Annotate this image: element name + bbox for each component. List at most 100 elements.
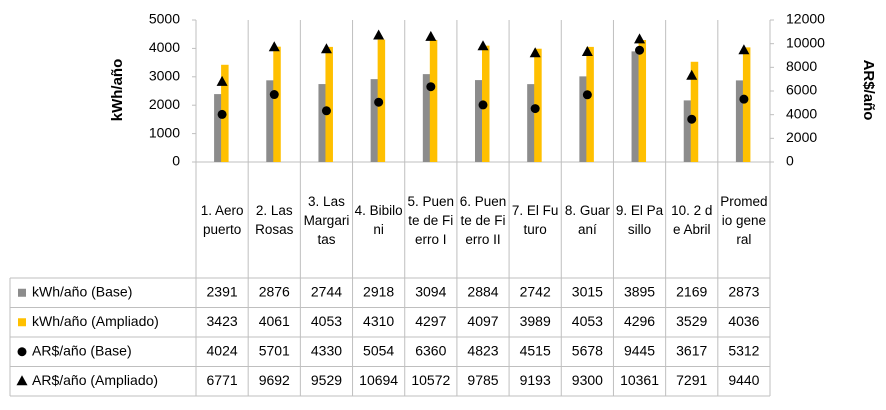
table-value: 9785 [467, 372, 498, 388]
table-value: 3094 [415, 283, 446, 299]
table-value: 9193 [520, 372, 551, 388]
table-value: 4053 [572, 313, 603, 329]
bar [422, 74, 431, 162]
y-tick-label: 0 [172, 153, 180, 169]
legend-label: AR$/año (Ampliado) [32, 372, 158, 388]
table-value: 3989 [520, 313, 551, 329]
table-value: 4036 [728, 313, 759, 329]
bar [527, 84, 535, 162]
table-value: 4061 [259, 313, 290, 329]
marker [739, 94, 749, 104]
category-label: 9. El Pasillo [615, 203, 664, 237]
table-value: 5054 [363, 342, 394, 358]
table-value: 2876 [259, 283, 290, 299]
table-value: 9692 [259, 372, 290, 388]
table-value: 4515 [520, 342, 551, 358]
bar [325, 46, 333, 162]
category-label: 8. Guaraní [564, 203, 610, 237]
bar [429, 39, 438, 163]
table-value: 10694 [359, 372, 398, 388]
y2-tick-label: 6000 [786, 82, 817, 98]
category-label: 4. Bibiloni [354, 203, 403, 237]
y-tick-label: 5000 [149, 11, 180, 27]
table-value: 2169 [676, 283, 707, 299]
bar [735, 80, 744, 162]
y2-tick-label: 4000 [786, 105, 817, 121]
table-value: 9529 [311, 372, 342, 388]
table-value: 5701 [259, 342, 290, 358]
bar [586, 46, 594, 162]
marker [425, 30, 437, 41]
bar [266, 80, 274, 162]
table-value: 3529 [676, 313, 707, 329]
table-value: 3895 [624, 283, 655, 299]
bar [214, 94, 222, 162]
y2-tick-label: 10000 [786, 34, 825, 50]
marker [530, 104, 540, 114]
bar [273, 46, 281, 162]
table-value: 2742 [520, 283, 551, 299]
table-value: 9445 [624, 342, 655, 358]
table-value: 10572 [411, 372, 450, 388]
marker [216, 75, 228, 86]
bar [631, 51, 640, 162]
y2-tick-label: 12000 [786, 11, 825, 27]
marker [687, 114, 697, 124]
marker [426, 82, 436, 92]
marker [582, 90, 592, 100]
table-value: 3015 [572, 283, 603, 299]
category-label: 10. 2 de Abril [671, 203, 713, 237]
category-label: 2. Las Rosas [255, 203, 294, 237]
table-value: 9300 [572, 372, 603, 388]
category-label: 3. Las Margaritas [303, 193, 350, 247]
category-label: 1. Aeropuerto [200, 203, 244, 237]
bar [318, 84, 326, 162]
table-value: 2391 [207, 283, 238, 299]
marker [478, 100, 488, 110]
table-value: 4053 [311, 313, 342, 329]
table-value: 2744 [311, 283, 342, 299]
table-value: 5312 [728, 342, 759, 358]
table-value: 3617 [676, 342, 707, 358]
table-value: 2873 [728, 283, 759, 299]
legend-symbol [16, 375, 28, 386]
bar [683, 100, 692, 162]
table-value: 4296 [624, 313, 655, 329]
marker [320, 43, 332, 54]
bar [579, 76, 587, 162]
category-label: 6. Puente de Fierro II [459, 193, 507, 247]
marker [373, 29, 385, 40]
y2-tick-label: 8000 [786, 58, 817, 74]
table-value: 4297 [415, 313, 446, 329]
marker [529, 47, 541, 58]
table-value: 9440 [728, 372, 759, 388]
y-tick-label: 4000 [149, 39, 180, 55]
category-label: Promedio general [720, 193, 768, 247]
marker [738, 44, 750, 55]
table-value: 7291 [676, 372, 707, 388]
legend-label: kWh/año (Ampliado) [32, 313, 159, 329]
table-value: 4823 [467, 342, 498, 358]
legend-symbol [18, 318, 26, 327]
y-axis-title: kWh/año [109, 59, 126, 122]
marker [635, 45, 645, 55]
bar [638, 39, 647, 162]
table-value: 2918 [363, 283, 394, 299]
table-value: 4310 [363, 313, 394, 329]
table-value: 6771 [207, 372, 238, 388]
legend-symbol [18, 288, 26, 297]
marker [269, 90, 279, 100]
marker [374, 97, 384, 107]
bar [742, 47, 751, 162]
legend-label: kWh/año (Base) [32, 283, 132, 299]
category-label: 7. El Futuro [511, 203, 559, 237]
marker [321, 106, 331, 116]
y2-tick-label: 0 [786, 153, 794, 169]
legend-symbol [17, 347, 27, 357]
marker [634, 33, 646, 44]
bar [370, 79, 379, 162]
legend-label: AR$/año (Base) [32, 342, 132, 358]
table-value: 4097 [467, 313, 498, 329]
marker [581, 45, 593, 56]
